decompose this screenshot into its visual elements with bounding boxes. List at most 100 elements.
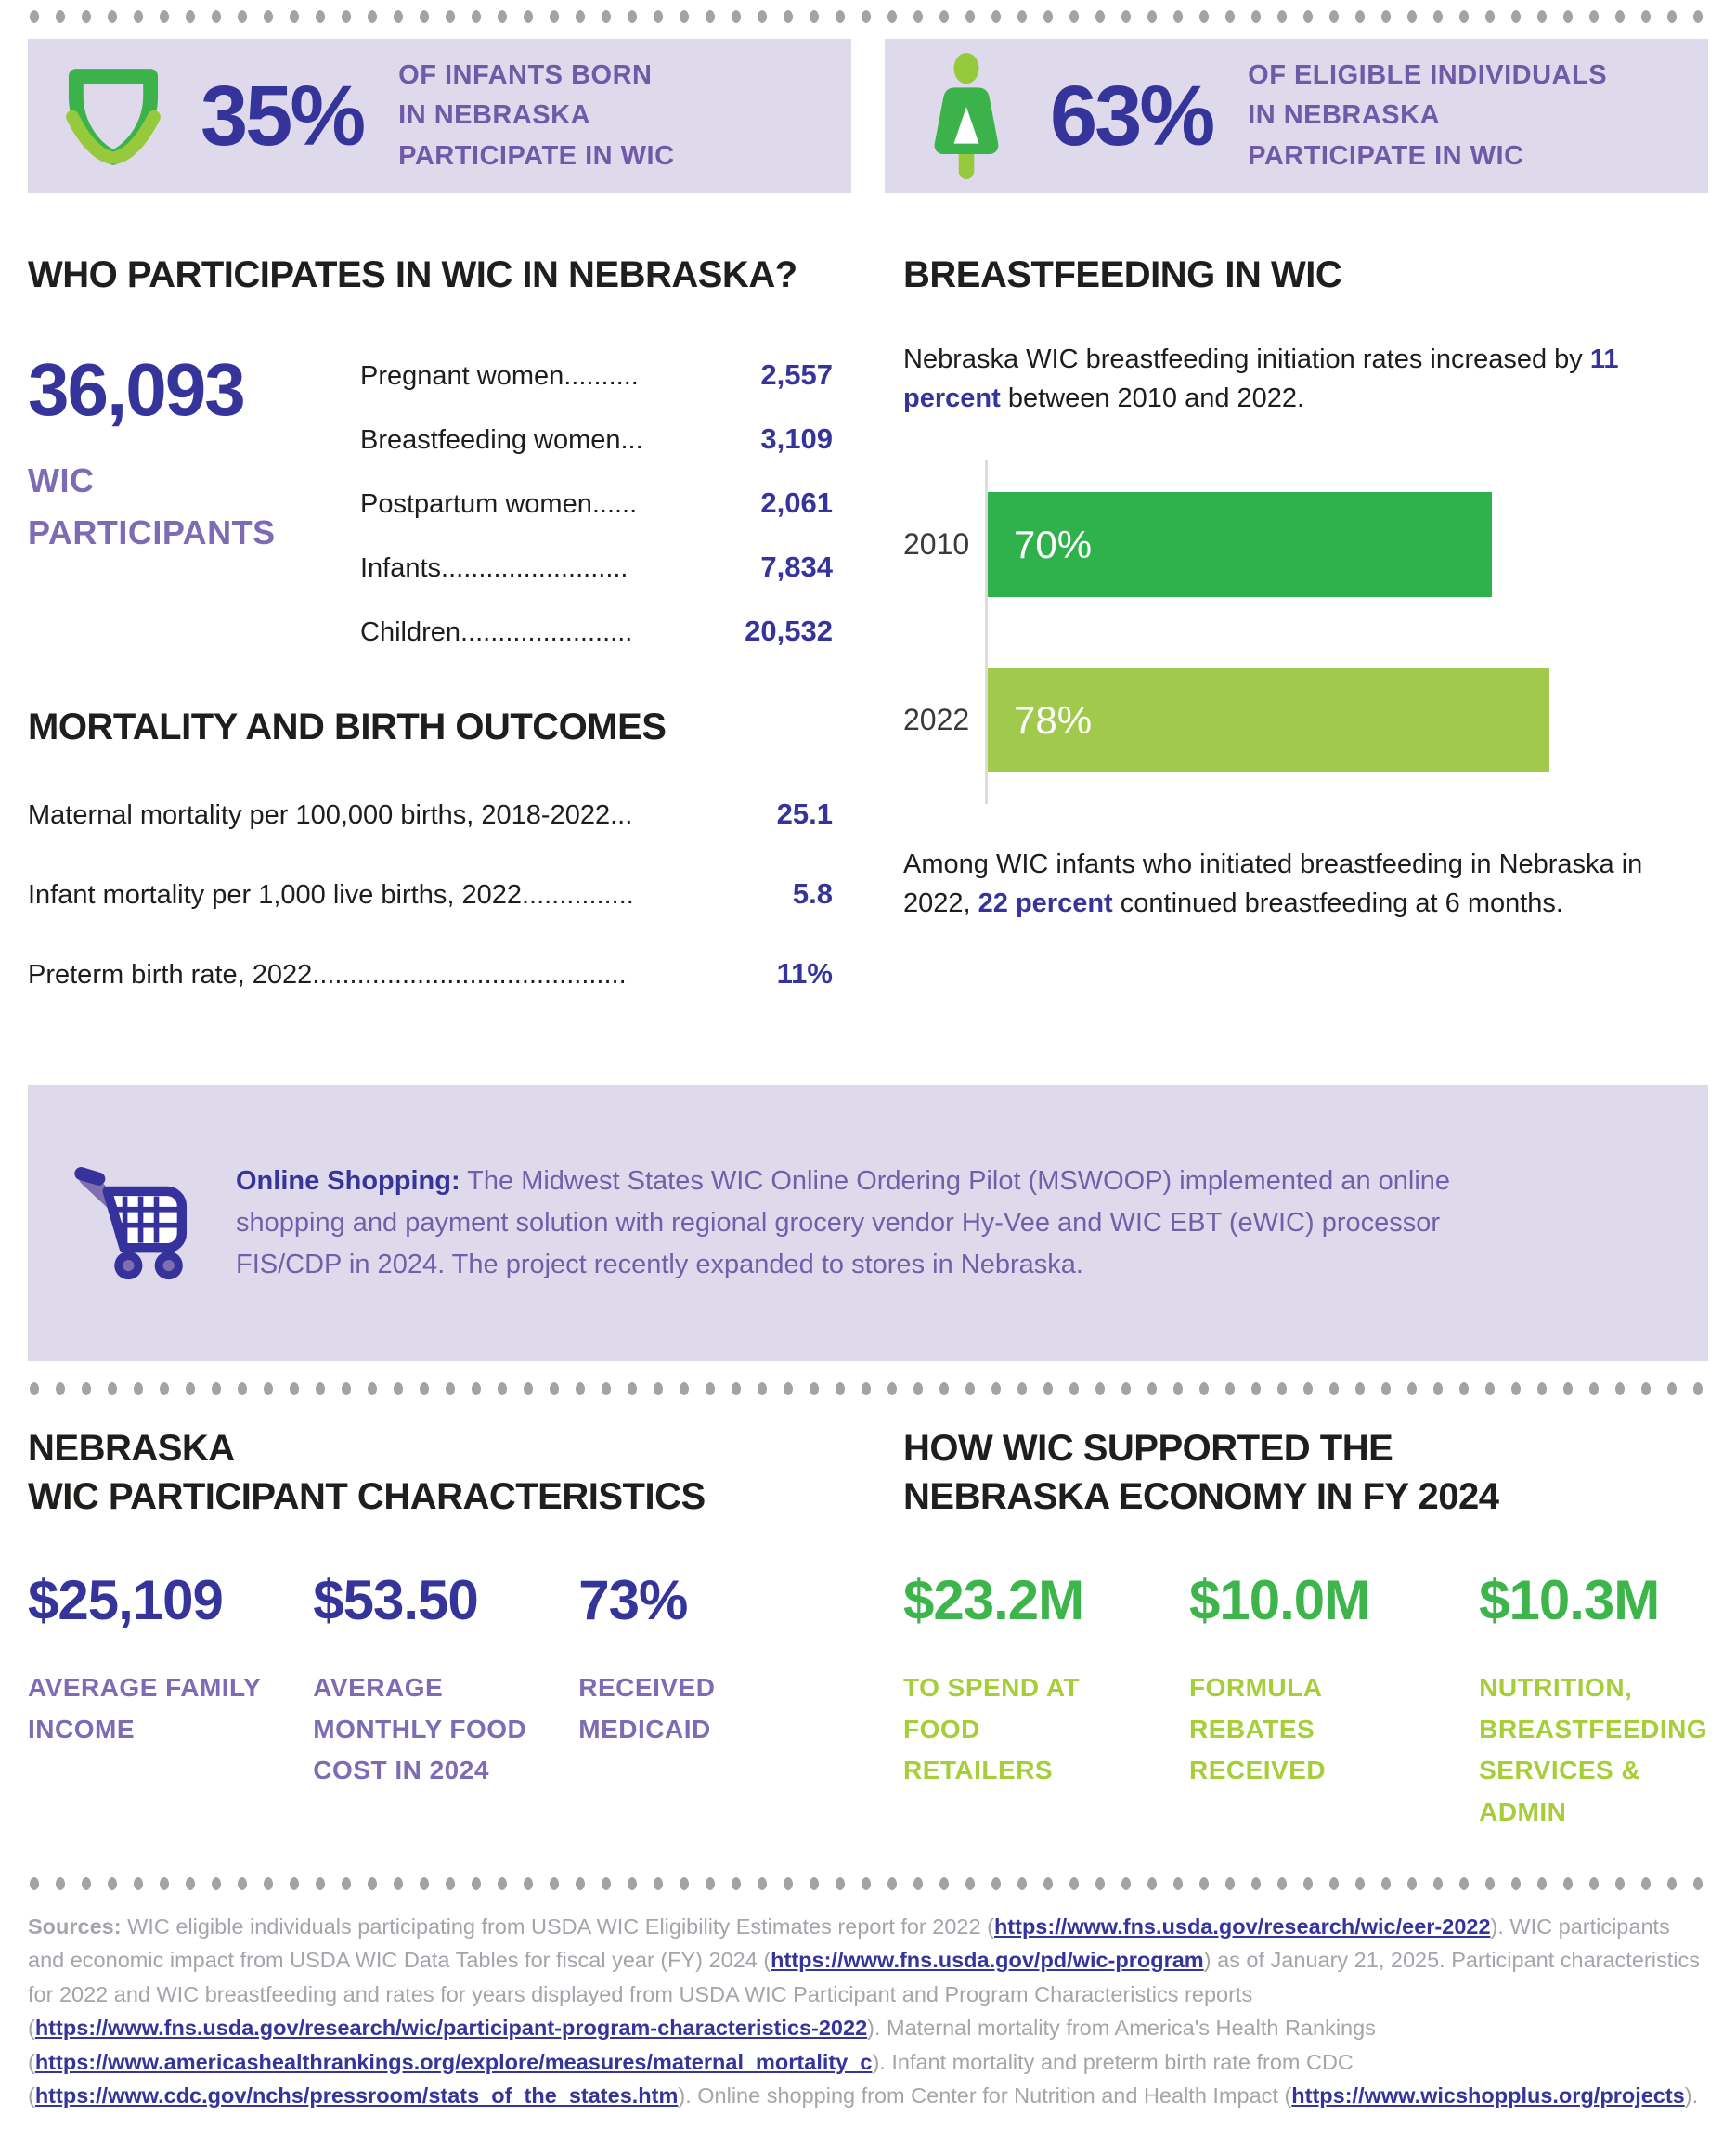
section-participant-characteristics: NEBRASKA WIC PARTICIPANT CHARACTERISTICS… xyxy=(28,1424,833,1834)
mortality-label: Maternal mortality per 100,000 births, 2… xyxy=(28,800,633,830)
mortality-row: Infant mortality per 1,000 live births, … xyxy=(28,877,833,911)
participant-row: Breastfeeding women... 3,109 xyxy=(360,422,833,456)
participant-label: Postpartum women...... xyxy=(360,489,638,519)
stat-label: TO SPEND AT FOOD RETAILERS xyxy=(903,1672,1081,1785)
banner-label: OF INFANTS BORN IN NEBRASKA PARTICIPATE … xyxy=(398,59,675,171)
chart-year-label: 2010 xyxy=(903,527,970,562)
banner-value: 63% xyxy=(1050,69,1215,163)
stat-average-family-income: $25,109 AVERAGE FAMILY INCOME xyxy=(28,1568,262,1792)
mortality-row: Preterm birth rate, 2022................… xyxy=(28,957,833,991)
intro-highlight: 11 percent xyxy=(903,344,1619,414)
sources-segment: ). Online shopping from Center for Nutri… xyxy=(678,2083,1292,2108)
stat-value: $10.3M xyxy=(1479,1568,1660,1631)
mortality-label: Infant mortality per 1,000 live births, … xyxy=(28,880,634,910)
outro-text: Among WIC infants who initiated breastfe… xyxy=(903,850,1643,919)
stat-monthly-food-cost: $53.50 AVERAGE MONTHLY FOOD COST IN 2024 xyxy=(313,1568,527,1792)
intro-text: Nebraska WIC breastfeeding initiation ra… xyxy=(903,344,1590,374)
chart-year-labels: 2010 2022 xyxy=(903,460,985,804)
total-participants-value: 36,093 xyxy=(28,348,246,431)
stat-label: AVERAGE FAMILY INCOME xyxy=(28,1672,262,1744)
who-participates-heading: WHO PARTICIPATES IN WIC IN NEBRASKA? xyxy=(28,254,797,295)
diaper-icon xyxy=(61,62,165,170)
section-breastfeeding: BREASTFEEDING IN WIC Nebraska WIC breast… xyxy=(903,251,1708,1037)
participant-row: Infants......................... 7,834 xyxy=(360,551,833,584)
total-participants: 36,093 WIC PARTICIPANTS xyxy=(28,353,306,679)
participant-value: 2,061 xyxy=(760,486,833,519)
sources-text: Sources: WIC eligible individuals partic… xyxy=(28,1910,1708,2113)
middle-dotted-divider xyxy=(28,1381,1708,1396)
source-link[interactable]: https://www.americashealthrankings.org/e… xyxy=(34,2049,873,2074)
source-link[interactable]: https://www.fns.usda.gov/research/wic/pa… xyxy=(34,2016,868,2041)
participant-label: Pregnant women.......... xyxy=(360,361,639,391)
stat-formula-rebates: $10.0M FORMULA REBATES RECEIVED xyxy=(1188,1568,1427,1834)
participant-value: 3,109 xyxy=(760,422,833,455)
participant-row: Children....................... 20,532 xyxy=(360,615,833,648)
participant-value: 2,557 xyxy=(760,358,833,391)
stat-value: $10.0M xyxy=(1188,1568,1370,1631)
breastfeeding-intro: Nebraska WIC breastfeeding initiation ra… xyxy=(903,340,1708,418)
stat-received-medicaid: 73% RECEIVED MEDICAID xyxy=(578,1568,745,1792)
source-link[interactable]: https://www.fns.usda.gov/research/wic/ee… xyxy=(993,1914,1491,1939)
mortality-value: 25.1 xyxy=(776,798,833,830)
economy-stats: $23.2M TO SPEND AT FOOD RETAILERS $10.0M… xyxy=(903,1568,1708,1834)
economy-heading: HOW WIC SUPPORTED THE NEBRASKA ECONOMY I… xyxy=(903,1427,1499,1517)
participant-label: Children....................... xyxy=(360,617,633,647)
banner-label: OF ELIGIBLE INDIVIDUALS IN NEBRASKA PART… xyxy=(1248,59,1608,171)
shopping-cart-icon xyxy=(72,1153,195,1293)
woman-icon xyxy=(918,52,1015,180)
top-dotted-divider xyxy=(28,9,1708,24)
stat-food-retailers: $23.2M TO SPEND AT FOOD RETAILERS xyxy=(903,1568,1137,1834)
stat-value: $25,109 xyxy=(28,1568,224,1631)
outro-text: continued breastfeeding at 6 months. xyxy=(1112,888,1563,919)
source-link[interactable]: https://www.cdc.gov/nchs/pressroom/stats… xyxy=(34,2083,679,2108)
chart-bar-2022: 78% xyxy=(988,668,1550,773)
participant-label: Infants......................... xyxy=(360,553,628,583)
top-banners: 35% OF INFANTS BORN IN NEBRASKA PARTICIP… xyxy=(28,39,1708,193)
participant-value: 20,532 xyxy=(745,615,833,647)
chart-bar-value: 78% xyxy=(1014,697,1093,742)
mortality-value: 5.8 xyxy=(792,877,833,910)
participant-row: Postpartum women...... 2,061 xyxy=(360,486,833,520)
sources-segment: WIC eligible individuals participating f… xyxy=(121,1914,994,1939)
participant-label: Breastfeeding women... xyxy=(360,425,643,455)
participant-value: 7,834 xyxy=(760,551,833,583)
stat-label: AVERAGE MONTHLY FOOD COST IN 2024 xyxy=(313,1672,527,1785)
source-link[interactable]: https://www.fns.usda.gov/pd/wic-program xyxy=(771,1948,1204,1973)
sources-segment: ). xyxy=(1684,2083,1699,2108)
banner-eligible: 63% OF ELIGIBLE INDIVIDUALS IN NEBRASKA … xyxy=(885,39,1708,193)
total-participants-label: WIC PARTICIPANTS xyxy=(28,461,276,551)
banner-infants: 35% OF INFANTS BORN IN NEBRASKA PARTICIP… xyxy=(28,39,851,193)
stat-nutrition-services: $10.3M NUTRITION, BREASTFEEDING SERVICES… xyxy=(1479,1568,1708,1834)
stat-value: 73% xyxy=(578,1568,688,1631)
banner-value: 35% xyxy=(201,69,366,163)
section-who-participates: WHO PARTICIPATES IN WIC IN NEBRASKA? 36,… xyxy=(28,251,833,1037)
online-shopping-label: Online Shopping: xyxy=(236,1166,460,1196)
mortality-list: Maternal mortality per 100,000 births, 2… xyxy=(28,798,833,991)
online-shopping-text: Online Shopping: The Midwest States WIC … xyxy=(236,1161,1470,1286)
participant-row: Pregnant women.......... 2,557 xyxy=(360,358,833,392)
chart-plot-area: 70% 78% xyxy=(985,460,1708,805)
stat-value: $53.50 xyxy=(313,1568,479,1631)
stat-value: $23.2M xyxy=(903,1568,1084,1631)
breastfeeding-chart: 2010 2022 70% 78% xyxy=(903,460,1708,805)
outro-highlight: 22 percent xyxy=(978,888,1113,919)
chart-year-label: 2022 xyxy=(903,703,970,737)
mortality-label: Preterm birth rate, 2022................… xyxy=(28,960,627,990)
stat-label: NUTRITION, BREASTFEEDING SERVICES & ADMI… xyxy=(1479,1672,1708,1827)
source-link[interactable]: https://www.wicshopplus.org/projects xyxy=(1291,2083,1685,2108)
chart-bar-value: 70% xyxy=(1014,522,1093,566)
chart-bar-2010: 70% xyxy=(988,492,1493,598)
stat-label: FORMULA REBATES RECEIVED xyxy=(1188,1672,1327,1785)
online-shopping-banner: Online Shopping: The Midwest States WIC … xyxy=(28,1085,1708,1361)
participant-list: Pregnant women.......... 2,557 Breastfee… xyxy=(360,353,833,679)
mortality-row: Maternal mortality per 100,000 births, 2… xyxy=(28,798,833,831)
characteristics-stats: $25,109 AVERAGE FAMILY INCOME $53.50 AVE… xyxy=(28,1568,833,1792)
breastfeeding-outro: Among WIC infants who initiated breastfe… xyxy=(903,845,1708,923)
online-shopping-body: The Midwest States WIC Online Ordering P… xyxy=(236,1166,1451,1279)
intro-text: between 2010 and 2022. xyxy=(1000,383,1305,414)
mortality-value: 11% xyxy=(776,957,833,990)
characteristics-heading: NEBRASKA WIC PARTICIPANT CHARACTERISTICS xyxy=(28,1427,706,1517)
section-economy: HOW WIC SUPPORTED THE NEBRASKA ECONOMY I… xyxy=(903,1424,1708,1834)
breastfeeding-heading: BREASTFEEDING IN WIC xyxy=(903,254,1342,295)
